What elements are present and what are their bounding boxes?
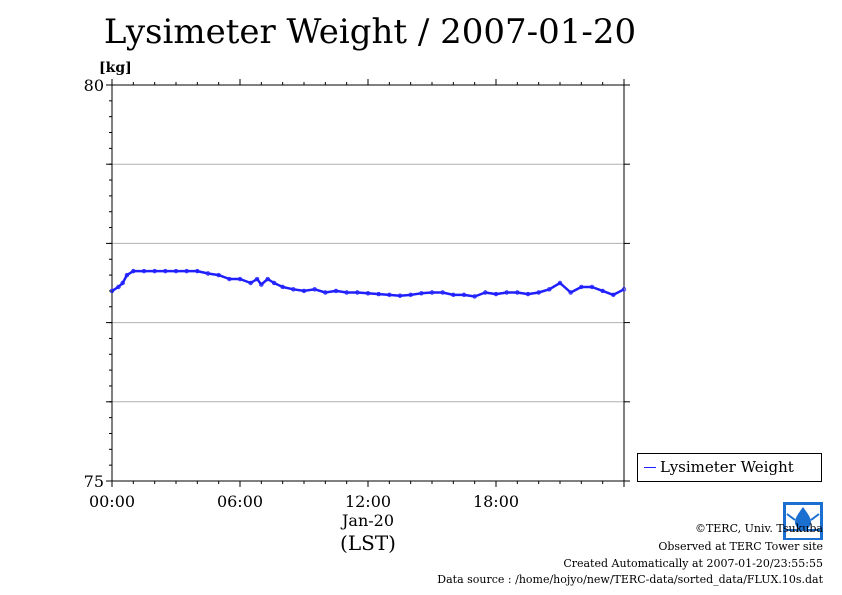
data-point xyxy=(109,288,115,294)
data-point xyxy=(271,280,277,286)
data-point xyxy=(387,292,392,298)
data-point xyxy=(259,282,264,287)
data-point xyxy=(440,290,445,295)
data-point xyxy=(301,288,307,294)
data-point xyxy=(515,290,520,295)
data-point xyxy=(184,268,189,274)
data-point xyxy=(124,272,130,278)
data-point xyxy=(397,293,403,298)
x-tick-label: 00:00 xyxy=(89,492,135,511)
copyright-text: ©TERC, Univ. Tsukuba xyxy=(694,522,823,535)
data-point xyxy=(483,290,488,295)
data-point xyxy=(376,291,381,297)
y-tick-label: 80 xyxy=(84,76,104,95)
data-point xyxy=(536,290,541,295)
data-point xyxy=(429,290,435,295)
data-point xyxy=(120,280,125,286)
plot-frame xyxy=(111,84,625,482)
data-point xyxy=(312,287,317,292)
data-point xyxy=(237,276,243,282)
chart-title: Lysimeter Weight / 2007-01-20 xyxy=(103,12,637,52)
data-point xyxy=(265,276,270,282)
data-point xyxy=(451,292,456,298)
data-point xyxy=(557,280,563,286)
data-source-text: Data source : /home/hojyo/new/TERC-data/… xyxy=(437,573,823,586)
data-point xyxy=(419,291,424,296)
data-point xyxy=(163,268,168,274)
data-point xyxy=(173,268,179,274)
legend-line-swatch xyxy=(644,467,656,468)
data-point xyxy=(254,276,260,282)
data-point xyxy=(493,291,499,297)
date-label: Jan-20 xyxy=(340,511,394,530)
data-point xyxy=(131,268,136,274)
data-point xyxy=(333,288,339,294)
terc-logo xyxy=(783,502,823,540)
x-axis-label: (LST) xyxy=(340,531,396,555)
data-point xyxy=(408,292,413,298)
site-text: Observed at TERC Tower site xyxy=(658,540,823,553)
created-text: Created Automatically at 2007-01-20/23:5… xyxy=(563,557,823,570)
data-point xyxy=(323,290,328,295)
data-point xyxy=(504,290,509,295)
data-point xyxy=(365,291,371,296)
legend: Lysimeter Weight xyxy=(637,453,822,482)
data-point xyxy=(141,268,147,274)
series-line xyxy=(111,269,625,298)
data-point xyxy=(461,292,467,298)
data-point xyxy=(248,280,253,286)
data-point xyxy=(621,287,627,292)
data-point xyxy=(472,294,477,299)
data-point xyxy=(600,288,605,294)
data-point xyxy=(195,268,200,274)
data-point xyxy=(568,290,573,295)
y-axis-label: [kg] xyxy=(99,60,132,76)
x-tick-label: 06:00 xyxy=(217,492,263,511)
data-point xyxy=(525,291,531,297)
data-point xyxy=(291,287,296,292)
data-point xyxy=(611,292,616,298)
data-point xyxy=(280,284,285,290)
data-point xyxy=(579,284,584,290)
data-point xyxy=(116,284,121,290)
data-point xyxy=(227,276,232,282)
data-point xyxy=(355,290,360,295)
data-point xyxy=(344,290,349,295)
data-point xyxy=(152,268,157,274)
legend-label: Lysimeter Weight xyxy=(660,458,794,476)
x-tick-label: 12:00 xyxy=(345,492,391,511)
data-point xyxy=(589,284,595,290)
y-tick-label: 75 xyxy=(84,472,104,491)
data-point xyxy=(547,287,552,292)
data-point xyxy=(205,271,211,276)
data-point xyxy=(216,272,221,278)
x-tick-label: 18:00 xyxy=(473,492,519,511)
